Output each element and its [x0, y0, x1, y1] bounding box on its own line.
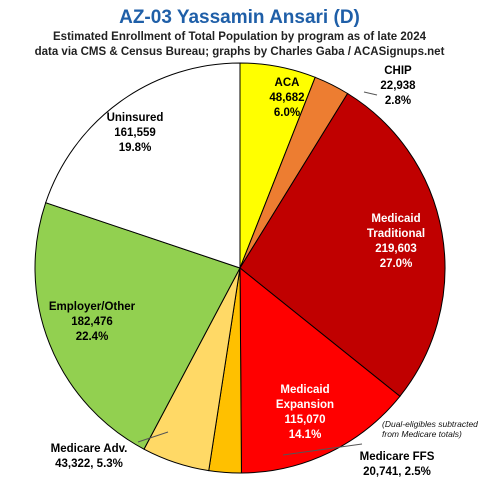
- slice-labels: ACA 48,682 6.0% CHIP 22,938 2.8% Medicaid Tradi…: [49, 65, 435, 478]
- pie-slices: [34, 62, 446, 474]
- label-medicare-ffs: Medicare FFS 20,741, 2.5%: [360, 451, 435, 478]
- label-employer-other: Employer/Other 182,476 22.4%: [49, 301, 136, 343]
- label-medicare-adv: Medicare Adv. 43,322, 5.3%: [51, 443, 128, 470]
- leader-lines: [137, 91, 378, 456]
- label-uninsured: Uninsured 161,559 19.8%: [107, 112, 164, 154]
- label-aca: ACA 48,682 6.0%: [269, 77, 304, 119]
- chart-title: AZ-03 Yassamin Ansari (D): [119, 7, 360, 28]
- chart-subtitle-line-2: data via CMS & Census Bureau; graphs by …: [35, 46, 445, 58]
- chart-subtitle-line-1: Estimated Enrollment of Total Population…: [53, 31, 427, 43]
- slice-uninsured: [45, 62, 241, 269]
- dual-eligible-note-line-1: (Dual-eligibles subtracted: [382, 419, 478, 429]
- leader-line-medicare-adv: [137, 431, 169, 443]
- slice-medicaid-traditional: [239, 92, 446, 397]
- label-medicaid-traditional: Medicaid Traditional 219,603 27.0%: [367, 213, 425, 270]
- leader-line-medicare-ffs: [282, 443, 363, 456]
- leader-line-chip: [363, 91, 378, 96]
- label-medicaid-expansion: Medicaid Expansion 115,070 14.1%: [276, 384, 334, 441]
- label-chip: CHIP 22,938 2.8%: [380, 65, 416, 107]
- slice-employer-other: [34, 202, 241, 450]
- slice-medicaid-expansion: [239, 266, 401, 474]
- dual-eligible-note-line-2: from Medicare totals): [382, 429, 462, 439]
